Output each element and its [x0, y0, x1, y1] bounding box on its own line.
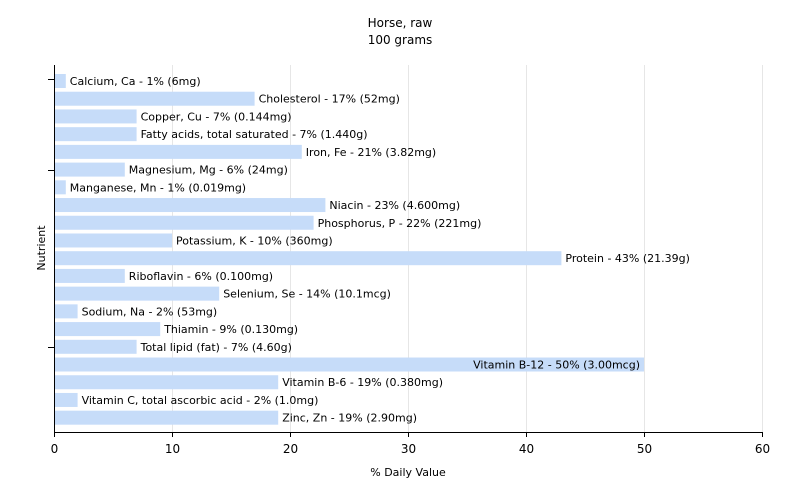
- bar-label-14: Thiamin - 9% (0.130mg): [163, 323, 298, 336]
- bar-label-7: Niacin - 23% (4.600mg): [329, 199, 460, 212]
- bar-6: [55, 180, 66, 195]
- bar-17: [55, 375, 279, 390]
- x-tick-label-20: 20: [283, 442, 298, 456]
- bar-4: [55, 144, 302, 159]
- x-tick-label-10: 10: [165, 442, 180, 456]
- bar-15: [55, 339, 137, 354]
- bar-1: [55, 91, 255, 106]
- bar-label-6: Manganese, Mn - 1% (0.019mg): [70, 181, 246, 194]
- bar-3: [55, 127, 137, 142]
- x-tick-label-50: 50: [637, 442, 652, 456]
- bar-label-10: Protein - 43% (21.39g): [565, 252, 690, 265]
- bar-13: [55, 304, 78, 319]
- x-tick-label-40: 40: [519, 442, 534, 456]
- bar-label-15: Total lipid (fat) - 7% (4.60g): [140, 341, 292, 354]
- bar-9: [55, 233, 172, 248]
- bar-19: [55, 410, 279, 425]
- bar-0: [55, 74, 66, 88]
- bar-label-11: Riboflavin - 6% (0.100mg): [129, 270, 273, 283]
- bar-7: [55, 198, 326, 213]
- bar-label-16: Vitamin B-12 - 50% (3.00mcg): [473, 359, 640, 372]
- bar-16: [55, 357, 644, 372]
- chart-subtitle: 100 grams: [368, 33, 433, 47]
- bar-label-8: Phosphorus, P - 22% (221mg): [318, 217, 482, 230]
- bar-12: [55, 286, 220, 301]
- bar-label-0: Calcium, Ca - 1% (6mg): [70, 75, 201, 88]
- bar-label-5: Magnesium, Mg - 6% (24mg): [129, 164, 288, 177]
- bar-label-3: Fatty acids, total saturated - 7% (1.440…: [141, 128, 368, 141]
- bars: Calcium, Ca - 1% (6mg) Cholesterol - 17% …: [55, 74, 690, 425]
- bar-label-17: Vitamin B-6 - 19% (0.380mg): [282, 376, 443, 389]
- bar-label-18: Vitamin C, total ascorbic acid - 2% (1.0…: [82, 394, 319, 407]
- bar-5: [55, 162, 125, 177]
- x-axis-title: % Daily Value: [370, 466, 446, 479]
- bar-label-1: Cholesterol - 17% (52mg): [259, 93, 400, 106]
- bar-10: [55, 251, 562, 266]
- chart-title: Horse, raw: [368, 16, 433, 30]
- bar-11: [55, 268, 125, 283]
- y-axis-title: Nutrient: [35, 225, 48, 271]
- bar-label-19: Zinc, Zn - 19% (2.90mg): [282, 412, 417, 425]
- bar-label-4: Iron, Fe - 21% (3.82mg): [306, 146, 436, 159]
- axes: 0 10 20 30 40 50 60: [48, 65, 770, 456]
- x-tick-label-0: 0: [51, 442, 59, 456]
- x-tick-label-30: 30: [401, 442, 416, 456]
- bar-label-2: Copper, Cu - 7% (0.144mg): [141, 110, 292, 123]
- bar-label-12: Selenium, Se - 14% (10.1mcg): [223, 288, 391, 301]
- x-tick-label-60: 60: [755, 442, 770, 456]
- bar-18: [55, 392, 78, 407]
- bar-label-9: Potassium, K - 10% (360mg): [176, 234, 333, 247]
- bar-2: [55, 109, 137, 124]
- bar-8: [55, 215, 314, 230]
- bar-14: [55, 322, 161, 337]
- bar-label-13: Sodium, Na - 2% (53mg): [82, 305, 218, 318]
